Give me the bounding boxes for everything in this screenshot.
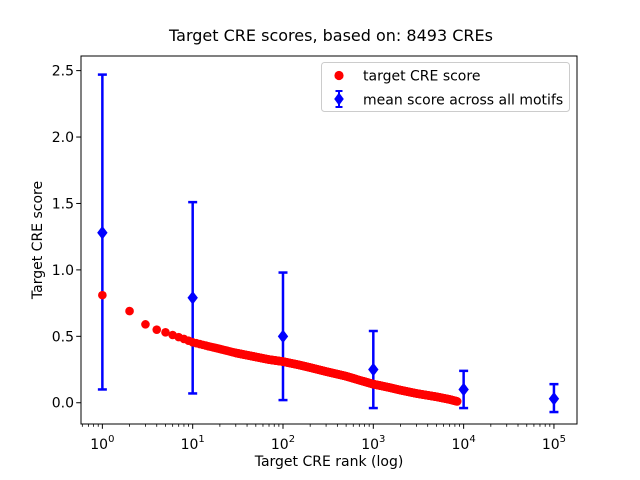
y-tick-label: 2.0	[52, 130, 74, 146]
y-tick-label: 0.0	[52, 396, 74, 412]
x-tick-label: 101	[181, 434, 205, 453]
target-cre-score-dot	[152, 325, 162, 334]
legend-label-mean-score: mean score across all motifs	[363, 93, 563, 109]
x-tick-label: 104	[452, 434, 476, 453]
x-tick-label: 105	[542, 434, 566, 453]
legend-label-target-cre-score: target CRE score	[363, 69, 480, 85]
target-cre-score-dot	[141, 320, 150, 329]
mean-score-errorbar-point	[277, 271, 289, 402]
y-tick-label: 2.5	[52, 64, 74, 80]
target-cre-score-dot	[98, 290, 107, 300]
axis-ticks: 100 101 102 103 104 105 0.0 0.5 1.0 1.5 2.0 2.5	[52, 64, 566, 453]
target-cre-score-dot	[125, 306, 134, 316]
x-tick-label: 100	[90, 434, 114, 453]
mean-score-errorbar-point	[548, 382, 560, 414]
legend-box	[321, 62, 570, 112]
y-tick-label: 1.0	[52, 263, 74, 279]
mean-score-series	[97, 73, 560, 414]
x-tick-label: 102	[271, 434, 295, 453]
legend-circle-marker-icon	[334, 70, 344, 81]
target-cre-score-dot	[452, 397, 462, 406]
y-tick-label: 1.5	[52, 196, 74, 212]
y-axis-label: Target CRE score	[30, 181, 46, 300]
mean-score-errorbar-point	[368, 329, 379, 410]
x-tick-label: 103	[361, 434, 385, 453]
mean-score-errorbar-point	[187, 200, 198, 395]
mean-score-errorbar-point	[458, 369, 469, 410]
axes-frame	[80, 55, 578, 425]
x-axis-label: Target CRE rank (log)	[254, 454, 404, 470]
legend-errorbar-marker-icon	[334, 90, 344, 108]
y-tick-label: 0.5	[52, 329, 74, 345]
chart-title: Target CRE scores, based on: 8493 CREs	[168, 26, 493, 45]
target-cre-score-dot	[161, 328, 170, 337]
target-cre-score-series	[98, 290, 462, 406]
mean-score-errorbar-point	[97, 73, 108, 391]
legend: target CRE score mean score across all m…	[321, 62, 570, 112]
